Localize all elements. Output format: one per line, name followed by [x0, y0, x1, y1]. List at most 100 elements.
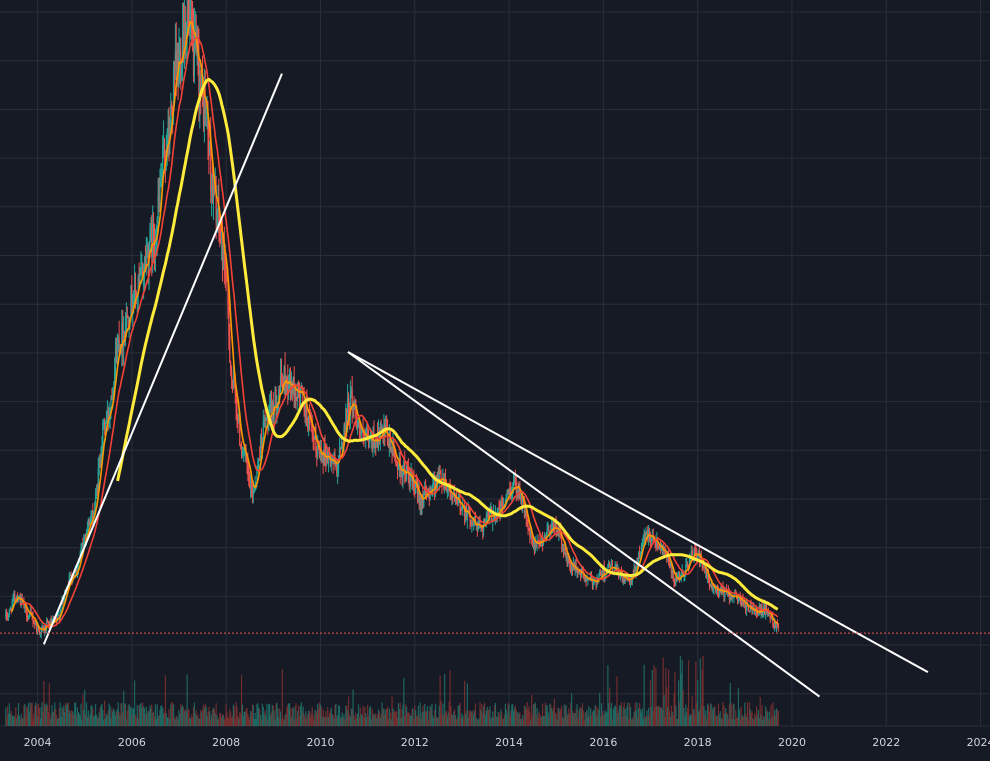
candle-body: [585, 578, 587, 581]
volume-bar: [382, 708, 384, 726]
moving-averages: [10, 20, 779, 631]
volume-bar: [593, 710, 595, 726]
volume-bar: [133, 708, 135, 726]
volume-bar: [57, 717, 59, 726]
volume-bar: [629, 702, 631, 726]
candle-body: [713, 586, 715, 590]
volume-bar: [714, 706, 716, 726]
candle-body: [36, 626, 39, 631]
candle-body: [397, 468, 400, 470]
candle-body: [61, 599, 63, 611]
candle-body: [184, 22, 186, 42]
volume-bar: [736, 717, 739, 726]
candle-body: [389, 431, 391, 450]
trendlines[interactable]: [42, 73, 929, 698]
volume-bar: [378, 711, 380, 726]
volume-bar: [695, 661, 697, 726]
volume-bar: [500, 709, 502, 726]
volume-bar: [114, 710, 116, 726]
candle-body: [750, 604, 752, 607]
volume-bar: [252, 705, 254, 726]
volume-bar: [189, 717, 191, 726]
candle-body: [530, 533, 532, 537]
volume-bar: [79, 715, 81, 726]
candle-body: [424, 488, 426, 496]
candle-body: [219, 228, 221, 237]
volume-bar: [692, 709, 694, 726]
volume-bar: [409, 715, 411, 726]
volume-bar: [241, 704, 244, 726]
candle-body: [777, 623, 779, 628]
volume-bar: [467, 717, 469, 726]
volume-bar: [608, 703, 610, 726]
volume-bar: [278, 717, 280, 726]
volume-bar: [648, 715, 651, 726]
trendline[interactable]: [347, 351, 821, 698]
candle-body: [336, 460, 338, 474]
candle-body: [509, 490, 511, 492]
candle-body: [711, 582, 713, 591]
candle-body: [143, 258, 146, 274]
candle-body: [412, 477, 414, 483]
volume-bar: [191, 714, 193, 726]
candle-body: [498, 508, 500, 510]
volume-bar: [62, 708, 64, 726]
candle-body: [359, 426, 361, 435]
volume-bar: [30, 703, 32, 726]
candle-body: [28, 613, 30, 616]
candle-body: [75, 569, 77, 577]
candle-body: [82, 544, 84, 546]
volume-bar: [310, 713, 312, 726]
volume-bar: [454, 709, 456, 726]
candle-body: [104, 421, 107, 429]
candle-body: [84, 536, 86, 540]
volume-bar: [75, 702, 77, 726]
candle-body: [565, 553, 567, 555]
volume-bar: [204, 703, 206, 726]
volume-bar: [256, 704, 258, 726]
volume-bar: [668, 669, 670, 726]
volume-bar: [234, 719, 236, 726]
candle-body: [532, 541, 535, 545]
candle-body: [260, 437, 263, 450]
volume-bar: [727, 719, 730, 726]
volume-bar: [488, 709, 490, 726]
volume-bar: [205, 706, 207, 726]
time-axis[interactable]: 2004 2006 2008 2010 2012 2014 2016 2018 2020 2022…: [24, 736, 990, 749]
candle-body: [131, 285, 133, 312]
volume-bar: [104, 718, 107, 726]
candle-body: [619, 574, 621, 577]
candle-body: [414, 486, 416, 494]
volume-bar: [39, 718, 41, 726]
candle-body: [500, 501, 502, 513]
candle-body: [485, 516, 487, 522]
candle-body: [111, 398, 113, 400]
trendline[interactable]: [42, 73, 283, 645]
volume-bar: [36, 704, 38, 726]
candle-body: [94, 508, 96, 515]
candle-body: [418, 491, 420, 506]
volume-bar: [755, 716, 757, 726]
volume-bar: [487, 709, 489, 726]
volume-bar: [410, 715, 412, 726]
candle-body: [516, 490, 518, 493]
volume-bar: [193, 702, 195, 726]
volume-bar: [240, 674, 243, 726]
candle-body: [408, 475, 410, 487]
trendline[interactable]: [347, 351, 929, 674]
volume-bar: [637, 716, 639, 726]
volume-bar: [253, 719, 255, 726]
candle-body: [611, 564, 613, 573]
candle-body: [600, 573, 603, 576]
volume-bar: [550, 704, 552, 726]
volume-bar: [644, 715, 646, 726]
volume-bar: [178, 709, 180, 726]
volume-bar: [35, 702, 37, 726]
volume-bar: [170, 704, 172, 726]
candle-body: [522, 499, 524, 504]
volume-bar: [108, 703, 110, 726]
volume-bar: [561, 705, 563, 726]
x-tick-label: 2024: [967, 736, 990, 749]
volume-bar: [634, 702, 636, 726]
